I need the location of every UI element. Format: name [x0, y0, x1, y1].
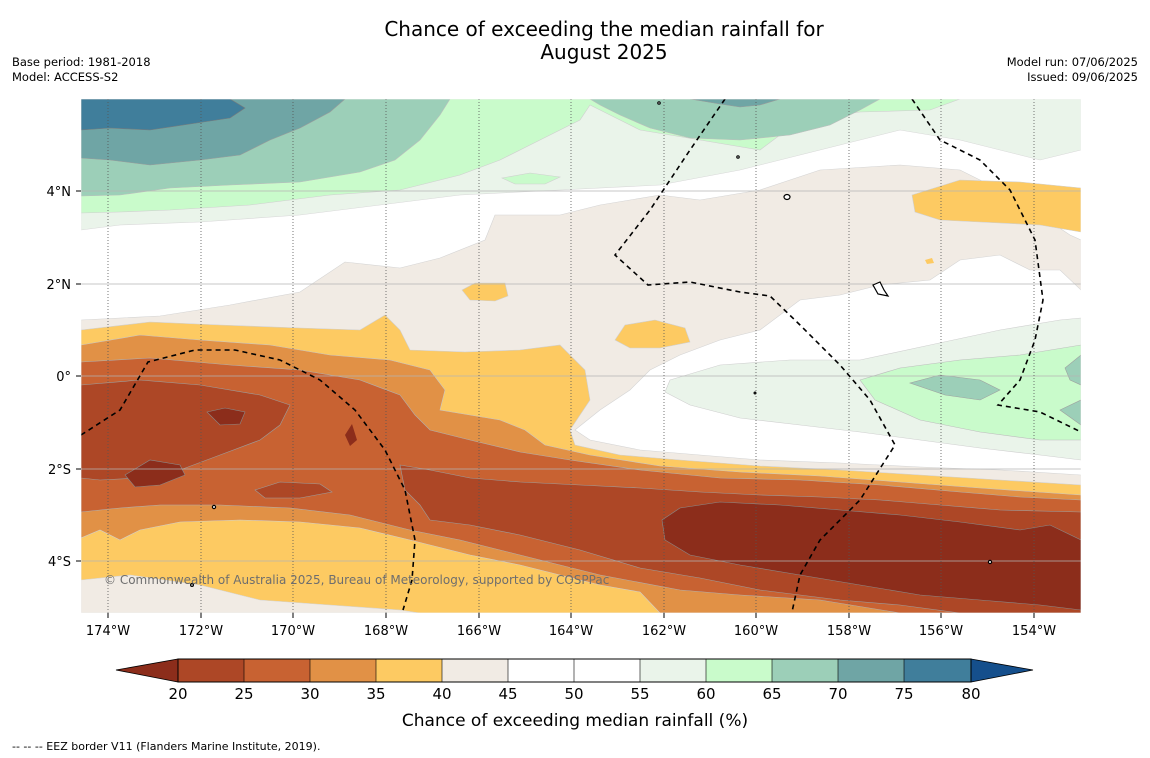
- colorbar-segment: [838, 659, 904, 682]
- title-line-1: Chance of exceeding the median rainfall …: [384, 17, 824, 41]
- zone-20-25-west: [81, 379, 291, 481]
- colorbar-tick: 45: [498, 685, 517, 703]
- map-figure: © Commonwealth of Australia 2025, Bureau…: [47, 98, 1082, 731]
- lon-label: 168°W: [364, 624, 408, 639]
- colorbar-extend-under: [115, 658, 179, 683]
- zone-35-40-blob-c: [911, 179, 1081, 233]
- zone-20-25-blob: [254, 481, 333, 499]
- zone-60-65-blob: [501, 172, 562, 185]
- lon-label: 160°W: [734, 624, 778, 639]
- map-frame: [80, 98, 1082, 614]
- colorbar-tick: 40: [432, 685, 451, 703]
- eez-legend-note: -- -- -- EEZ border V11 (Flanders Marine…: [12, 740, 321, 753]
- lon-label: 172°W: [179, 624, 223, 639]
- colorbar: 20 25 30 35 40 45 50 55 60 65 70 75 80 C…: [115, 658, 1034, 731]
- eez-borders: [81, 99, 1081, 613]
- title-line-2: August 2025: [540, 40, 668, 64]
- zone-70-75-ne: [689, 99, 781, 108]
- colorbar-segment: [442, 659, 508, 682]
- lat-label: 2°N: [47, 278, 72, 293]
- colorbar-segment: [376, 659, 442, 682]
- colorbar-segment: [706, 659, 772, 682]
- zone-under-20-blob-b: [206, 407, 246, 426]
- colorbar-tick: 80: [961, 685, 980, 703]
- colorbar-tick: 25: [234, 685, 253, 703]
- zone-65-70-equator: [908, 374, 1001, 401]
- copyright-text: © Commonwealth of Australia 2025, Bureau…: [104, 573, 609, 587]
- lat-label: 0°: [56, 370, 71, 385]
- colorbar-tick: 20: [168, 685, 187, 703]
- lon-label: 164°W: [549, 624, 593, 639]
- lat-label: 4°N: [47, 185, 72, 200]
- colorbar-extend-over: [970, 658, 1034, 683]
- zone-under-20-east: [661, 501, 1081, 611]
- zone-75-80-north: [81, 99, 246, 131]
- zone-35-40-blob-b: [614, 319, 691, 349]
- colorbar-tick: 55: [630, 685, 649, 703]
- model-run-text: Model run: 07/06/2025: [1006, 55, 1138, 69]
- zone-under-20-blob-c: [345, 424, 357, 446]
- lon-label: 156°W: [919, 624, 963, 639]
- colorbar-tick: 75: [894, 685, 913, 703]
- base-period-text: Base period: 1981-2018: [12, 55, 151, 69]
- colorbar-segment: [508, 659, 574, 682]
- colorbar-tick: 70: [828, 685, 847, 703]
- meta-left: Base period: 1981-2018 Model: ACCESS-S2: [12, 55, 151, 85]
- lon-label: 154°W: [1012, 624, 1056, 639]
- zone-under-20-blob-a: [124, 459, 186, 488]
- lat-label: 4°S: [48, 555, 71, 570]
- lat-gridlines: [81, 190, 1081, 562]
- colorbar-segment: [178, 659, 244, 682]
- lon-labels: 174°W 172°W 170°W 168°W 166°W 164°W 162°…: [86, 624, 1056, 639]
- colorbar-tick: 35: [366, 685, 385, 703]
- colorbar-tick: 60: [696, 685, 715, 703]
- chart-title: Chance of exceeding the median rainfall …: [0, 18, 1150, 64]
- lon-label: 162°W: [642, 624, 686, 639]
- zone-35-40-blob-a: [461, 282, 509, 302]
- colorbar-tick: 30: [300, 685, 319, 703]
- colorbar-segment: [640, 659, 706, 682]
- model-text: Model: ACCESS-S2: [12, 70, 119, 84]
- colorbar-segment: [904, 659, 971, 682]
- colorbar-segment: [310, 659, 376, 682]
- colorbar-tick: 50: [564, 685, 583, 703]
- islands: [190, 101, 993, 587]
- lat-label: 2°S: [48, 463, 71, 478]
- colorbar-segment: [772, 659, 838, 682]
- colorbar-segment: [574, 659, 640, 682]
- lon-label: 158°W: [827, 624, 871, 639]
- colorbar-segment: [244, 659, 310, 682]
- lat-labels: 4°N 2°N 0° 2°S 4°S: [47, 185, 72, 570]
- lon-label: 174°W: [86, 624, 130, 639]
- zone-65-70-ne: [589, 99, 881, 141]
- issued-text: Issued: 09/06/2025: [1027, 70, 1138, 84]
- meta-right: Model run: 07/06/2025 Issued: 09/06/2025: [1007, 55, 1138, 85]
- lon-label: 170°W: [271, 624, 315, 639]
- colorbar-tick: 65: [762, 685, 781, 703]
- axis-ticks: [76, 190, 1035, 618]
- colorbar-ticks: 20 25 30 35 40 45 50 55 60 65 70 75 80: [168, 685, 980, 703]
- lon-label: 166°W: [457, 624, 501, 639]
- zone-35-40-southwest: [81, 519, 661, 613]
- rainfall-map: © Commonwealth of Australia 2025, Bureau…: [81, 99, 1081, 613]
- colorbar-label: Chance of exceeding median rainfall (%): [402, 711, 748, 731]
- zone-40-45-southwest: [81, 574, 421, 613]
- zone-35-40-blob-d: [925, 258, 934, 264]
